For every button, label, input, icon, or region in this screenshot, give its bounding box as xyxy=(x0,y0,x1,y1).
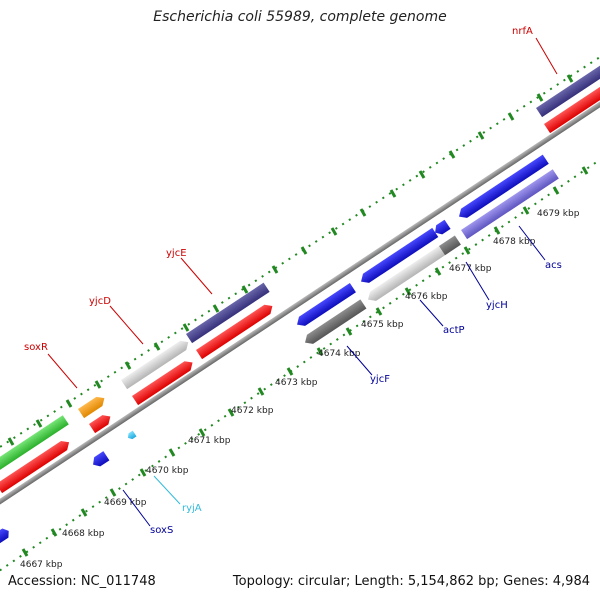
gene-yjcE[interactable] xyxy=(186,282,270,344)
gene-label-yjcH: yjcH xyxy=(486,300,508,311)
gene-green[interactable] xyxy=(0,415,69,476)
gene-yjcH[interactable] xyxy=(432,219,451,237)
accession-label: Accession: NC_011748 xyxy=(8,574,156,589)
kbp-label-4672: 4672 kbp xyxy=(231,406,274,416)
gene-light-gray-actP[interactable] xyxy=(365,243,450,304)
kbp-label-4673: 4673 kbp xyxy=(275,378,318,388)
gene-yjcF[interactable] xyxy=(294,283,356,329)
gene-actP[interactable] xyxy=(358,227,439,286)
label-leaders-blue xyxy=(122,225,546,527)
inner-tick-line xyxy=(0,158,600,572)
gene-purple[interactable] xyxy=(461,169,559,240)
gene-red-small[interactable] xyxy=(89,412,113,434)
gene-yjcD[interactable] xyxy=(121,338,191,390)
gene-red-yjcE[interactable] xyxy=(196,301,275,360)
kbp-label-4671: 4671 kbp xyxy=(188,436,231,446)
gene-label-yjcE: yjcE xyxy=(166,248,187,259)
kbp-label-4669: 4669 kbp xyxy=(104,498,147,508)
kbp-label-4675: 4675 kbp xyxy=(361,320,404,330)
gene-red-yjcD[interactable] xyxy=(132,358,196,406)
gene-label-ryjA: ryjA xyxy=(182,503,202,514)
genome-backbone xyxy=(0,90,600,514)
inner-major-ticks xyxy=(21,166,589,557)
gene-dark-gray[interactable] xyxy=(302,299,367,347)
gene-dark-gray-small[interactable] xyxy=(439,235,461,256)
kbp-label-4679: 4679 kbp xyxy=(537,209,580,219)
gene-label-yjcF: yjcF xyxy=(370,374,390,385)
outer-major-ticks xyxy=(7,74,574,446)
label-leader-cyan xyxy=(153,475,181,505)
gene-blue-edge[interactable] xyxy=(0,526,12,544)
map-title: Escherichia coli 55989, complete genome xyxy=(153,9,447,25)
genome-stats: Topology: circular; Length: 5,154,862 bp… xyxy=(232,574,590,589)
gene-label-soxS: soxS xyxy=(150,525,173,536)
gene-acs[interactable] xyxy=(456,154,549,222)
kbp-label-4670: 4670 kbp xyxy=(146,466,189,476)
outer-tick-line xyxy=(0,55,600,449)
gene-label-yjcD: yjcD xyxy=(89,296,111,307)
gene-nrfA-outer[interactable] xyxy=(536,61,600,118)
label-leaders-red xyxy=(47,37,558,389)
gene-nrfA-red[interactable] xyxy=(544,81,600,134)
gene-label-acs: acs xyxy=(545,260,562,271)
gene-red-left[interactable] xyxy=(0,438,72,494)
gene-ryjA[interactable] xyxy=(126,430,137,441)
kbp-label-4667: 4667 kbp xyxy=(20,560,63,570)
gene-label-actP: actP xyxy=(443,325,465,336)
kbp-label-4678: 4678 kbp xyxy=(493,237,536,247)
gene-soxS[interactable] xyxy=(90,451,110,469)
gene-label-soxR: soxR xyxy=(24,342,48,353)
gene-soxR[interactable] xyxy=(78,394,107,419)
kbp-label-4668: 4668 kbp xyxy=(62,529,105,539)
gene-label-nrfA: nrfA xyxy=(512,26,533,37)
kbp-label-4676: 4676 kbp xyxy=(405,292,448,302)
kbp-label-4674: 4674 kbp xyxy=(318,349,361,359)
